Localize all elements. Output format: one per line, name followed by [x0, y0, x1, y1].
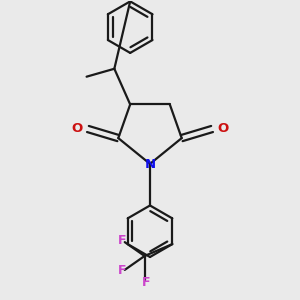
- Text: O: O: [217, 122, 228, 134]
- Text: F: F: [118, 264, 126, 278]
- Text: N: N: [144, 158, 156, 171]
- Text: F: F: [142, 276, 151, 289]
- Text: O: O: [72, 122, 83, 134]
- Text: F: F: [118, 234, 126, 247]
